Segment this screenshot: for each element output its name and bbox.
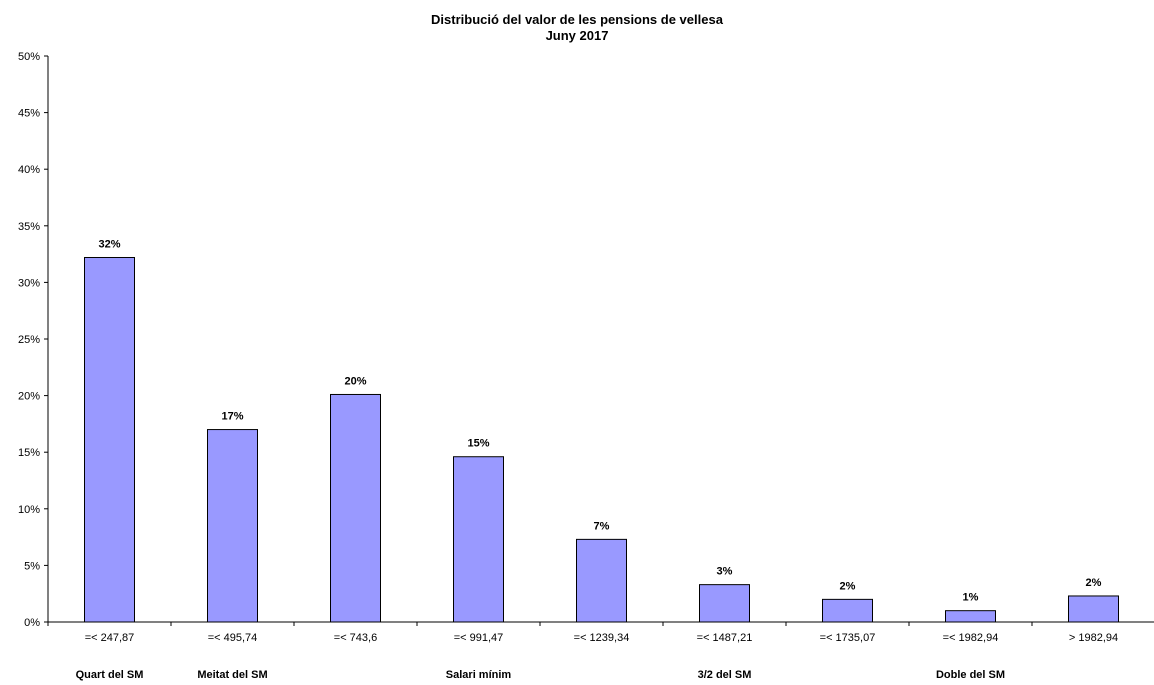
x-tick-label: > 1982,94 bbox=[1069, 632, 1118, 644]
y-tick-label: 30% bbox=[18, 277, 40, 289]
x-tick-label: =< 1487,21 bbox=[697, 632, 753, 644]
group-label: Quart del SM bbox=[76, 669, 144, 681]
bar bbox=[453, 456, 504, 623]
chart-title: Distribució del valor de les pensions de… bbox=[431, 12, 724, 27]
y-tick-label: 25% bbox=[18, 334, 40, 346]
bar bbox=[945, 610, 996, 623]
data-label: 17% bbox=[221, 411, 243, 423]
group-labels: Quart del SM Meitat del SM Salari mínim 3/2… bbox=[76, 669, 1005, 681]
data-labels: 32% 17% 20% 15% 7% 3% 2% 1% 2% bbox=[98, 238, 1101, 603]
bar bbox=[822, 598, 873, 623]
data-label: 15% bbox=[467, 438, 489, 450]
bar bbox=[207, 429, 258, 623]
bars bbox=[84, 256, 1119, 623]
y-tick-label: 35% bbox=[18, 221, 40, 233]
bar bbox=[699, 584, 750, 623]
x-tick-label: =< 247,87 bbox=[85, 632, 135, 644]
chart-subtitle: Juny 2017 bbox=[546, 28, 609, 43]
y-tick-label: 45% bbox=[18, 108, 40, 120]
data-label: 7% bbox=[594, 520, 610, 532]
y-ticks: 0% 5% 10% 15% 20% 25% 30% 35% 40% 45% 50% bbox=[18, 51, 1033, 629]
bar bbox=[576, 538, 627, 623]
y-tick-label: 20% bbox=[18, 391, 40, 403]
x-tick-label: =< 495,74 bbox=[208, 632, 258, 644]
y-tick-label: 15% bbox=[18, 447, 40, 459]
bar bbox=[84, 256, 135, 623]
data-label: 2% bbox=[1086, 577, 1102, 589]
bar bbox=[1068, 595, 1119, 623]
y-tick-label: 10% bbox=[18, 504, 40, 516]
y-tick-label: 5% bbox=[24, 560, 40, 572]
data-label: 3% bbox=[717, 566, 733, 578]
bar bbox=[330, 393, 381, 623]
group-label: 3/2 del SM bbox=[698, 669, 752, 681]
group-label: Meitat del SM bbox=[197, 669, 267, 681]
group-label: Doble del SM bbox=[936, 669, 1005, 681]
x-tick-label: =< 743,6 bbox=[334, 632, 377, 644]
data-label: 2% bbox=[840, 580, 856, 592]
x-tick-label: =< 1982,94 bbox=[943, 632, 999, 644]
x-tick-label: =< 1239,34 bbox=[574, 632, 630, 644]
x-tick-label: =< 991,47 bbox=[454, 632, 504, 644]
data-label: 32% bbox=[98, 238, 120, 250]
x-tick-label: =< 1735,07 bbox=[820, 632, 876, 644]
data-label: 1% bbox=[963, 592, 979, 604]
y-tick-label: 0% bbox=[24, 617, 40, 629]
data-label: 20% bbox=[344, 375, 366, 387]
group-label: Salari mínim bbox=[446, 669, 512, 681]
y-tick-label: 50% bbox=[18, 51, 40, 63]
y-tick-label: 40% bbox=[18, 164, 40, 176]
x-tick-labels: =< 247,87 =< 495,74 =< 743,6 =< 991,47 =< 12… bbox=[85, 632, 1118, 644]
